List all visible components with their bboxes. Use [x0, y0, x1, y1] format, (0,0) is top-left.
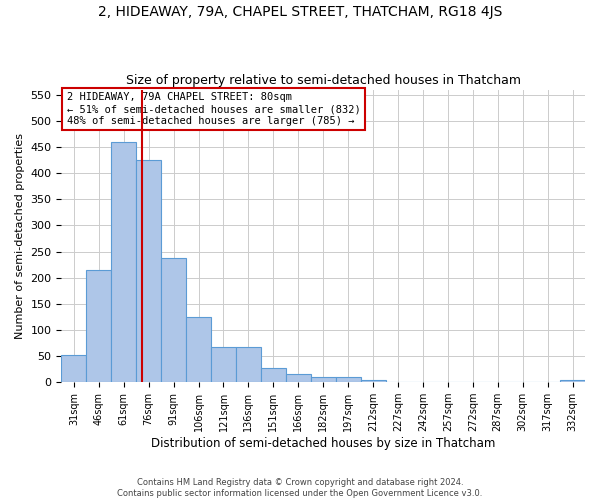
- Bar: [335, 377, 361, 382]
- Bar: [186, 317, 211, 382]
- Bar: [236, 346, 261, 382]
- Bar: [161, 258, 186, 382]
- Bar: [286, 374, 311, 382]
- Bar: [361, 380, 386, 382]
- Bar: [86, 270, 111, 382]
- Bar: [136, 160, 161, 382]
- Y-axis label: Number of semi-detached properties: Number of semi-detached properties: [15, 133, 25, 339]
- X-axis label: Distribution of semi-detached houses by size in Thatcham: Distribution of semi-detached houses by …: [151, 437, 496, 450]
- Text: 2 HIDEAWAY, 79A CHAPEL STREET: 80sqm
← 51% of semi-detached houses are smaller (: 2 HIDEAWAY, 79A CHAPEL STREET: 80sqm ← 5…: [67, 92, 361, 126]
- Bar: [211, 346, 236, 382]
- Title: Size of property relative to semi-detached houses in Thatcham: Size of property relative to semi-detach…: [126, 74, 521, 87]
- Text: Contains HM Land Registry data © Crown copyright and database right 2024.
Contai: Contains HM Land Registry data © Crown c…: [118, 478, 482, 498]
- Bar: [311, 377, 335, 382]
- Bar: [61, 355, 86, 382]
- Bar: [560, 380, 585, 382]
- Text: 2, HIDEAWAY, 79A, CHAPEL STREET, THATCHAM, RG18 4JS: 2, HIDEAWAY, 79A, CHAPEL STREET, THATCHA…: [98, 5, 502, 19]
- Bar: [111, 142, 136, 382]
- Bar: [261, 368, 286, 382]
